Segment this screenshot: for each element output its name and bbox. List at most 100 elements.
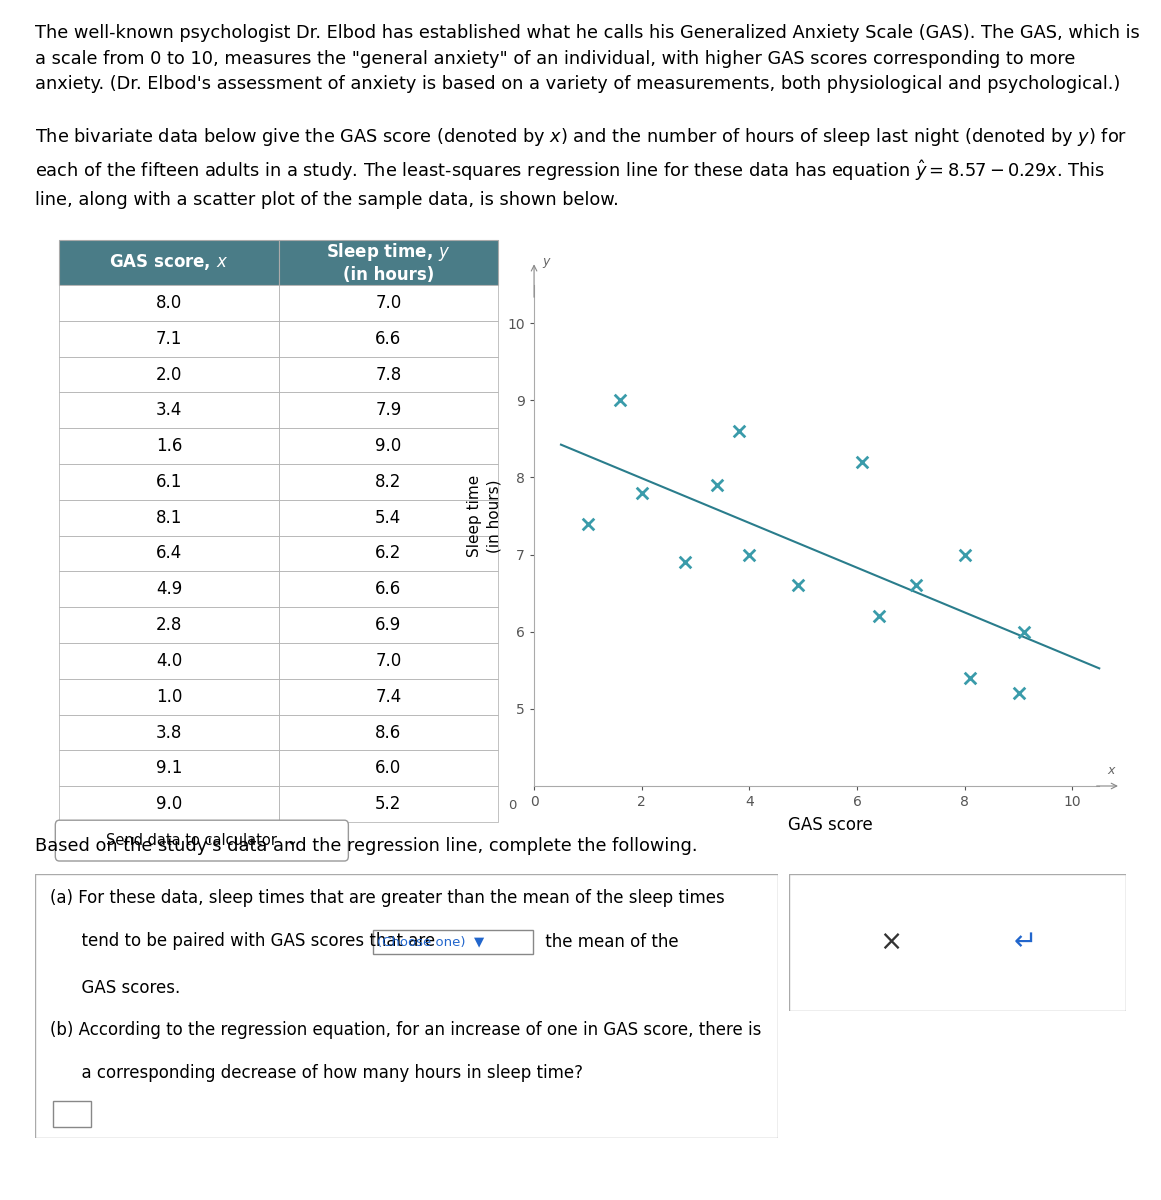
Text: 4.0: 4.0 [156,652,182,670]
Bar [59,240,279,284]
Text: 2.8: 2.8 [156,616,182,634]
Bar [59,679,279,714]
Bar [279,535,498,571]
Text: tend to be paired with GAS scores that are: tend to be paired with GAS scores that a… [50,931,435,949]
Point [740,545,758,564]
Text: 9.1: 9.1 [156,760,182,778]
Bar [59,535,279,571]
Text: 8.6: 8.6 [375,724,402,742]
Text: 7.1: 7.1 [156,330,182,348]
Text: $y$: $y$ [542,257,551,270]
Text: The bivariate data below give the GAS score (denoted by $x$) and the number of h: The bivariate data below give the GAS sc… [35,126,1127,209]
Text: 6.4: 6.4 [156,545,182,563]
Bar [59,392,279,428]
Text: 0: 0 [509,799,517,812]
Point [961,668,980,688]
Text: GAS score, $x$: GAS score, $x$ [109,252,229,272]
Bar [59,714,279,750]
Text: (a) For these data, sleep times that are greater than the mean of the sleep time: (a) For these data, sleep times that are… [50,889,724,907]
Point [1009,684,1027,703]
Text: 5.2: 5.2 [375,796,402,814]
Bar [59,607,279,643]
Bar [373,930,533,954]
Text: 8.2: 8.2 [375,473,402,491]
Point [708,475,727,494]
Bar [59,464,279,499]
Bar [59,320,279,356]
Bar [279,284,498,320]
Text: 7.4: 7.4 [375,688,402,706]
Text: 6.6: 6.6 [375,330,402,348]
Bar [59,284,279,320]
Point [956,545,974,564]
Bar [279,679,498,714]
Text: Based on the study's data and the regression line, complete the following.: Based on the study's data and the regres… [35,838,698,856]
Text: 6.9: 6.9 [375,616,402,634]
Text: 9.0: 9.0 [375,437,402,455]
Bar [59,428,279,464]
Text: 8.0: 8.0 [156,294,182,312]
Bar [279,786,498,822]
Point [676,553,694,572]
Bar [59,499,279,535]
Text: 9.0: 9.0 [156,796,182,814]
Text: 1.0: 1.0 [156,688,182,706]
Bar [279,464,498,499]
Text: 3.4: 3.4 [156,401,182,419]
Point [853,452,872,472]
Text: GAS scores.: GAS scores. [50,979,180,997]
Bar [59,643,279,679]
Point [788,576,807,595]
Text: 4.9: 4.9 [156,581,182,599]
Text: 6.6: 6.6 [375,581,402,599]
Text: 7.0: 7.0 [375,652,402,670]
Bar [279,499,498,535]
Bar [279,392,498,428]
Bar [59,571,279,607]
Y-axis label: Sleep time
(in hours): Sleep time (in hours) [467,475,502,557]
Point [907,576,925,595]
Text: ↵: ↵ [1014,929,1037,956]
Point [611,391,629,410]
Text: 7.8: 7.8 [375,366,402,384]
Text: 6.0: 6.0 [375,760,402,778]
Text: 6.1: 6.1 [156,473,182,491]
Bar [279,714,498,750]
Text: Send data to calculator  ⌄: Send data to calculator ⌄ [106,833,298,848]
Bar [279,320,498,356]
Text: (b) According to the regression equation, for an increase of one in GAS score, t: (b) According to the regression equation… [50,1021,762,1039]
Bar [279,607,498,643]
Text: The well-known psychologist Dr. Elbod has established what he calls his Generali: The well-known psychologist Dr. Elbod ha… [35,24,1140,94]
Text: 5.4: 5.4 [375,509,402,527]
Text: 7.0: 7.0 [375,294,402,312]
Bar [59,356,279,392]
Text: Sleep time, $y$
(in hours): Sleep time, $y$ (in hours) [326,241,450,284]
Text: ×: × [879,929,902,956]
Point [870,607,888,626]
Point [729,421,748,440]
X-axis label: GAS score: GAS score [788,816,872,834]
Bar [279,571,498,607]
Text: 1.6: 1.6 [156,437,182,455]
Text: 6.2: 6.2 [375,545,402,563]
Bar [59,750,279,786]
Point [633,484,651,503]
Point [578,514,597,533]
Bar [279,643,498,679]
Text: 2.0: 2.0 [156,366,182,384]
Point [1015,622,1033,641]
Text: $x$: $x$ [1108,764,1117,778]
Text: 3.8: 3.8 [156,724,182,742]
Text: 8.1: 8.1 [156,509,182,527]
FancyBboxPatch shape [56,821,348,862]
Text: (Choose one)  ▼: (Choose one) ▼ [376,936,484,949]
Bar [53,1100,91,1127]
Bar [279,750,498,786]
Text: a corresponding decrease of how many hours in sleep time?: a corresponding decrease of how many hou… [50,1063,583,1081]
Text: 7.9: 7.9 [375,401,402,419]
Bar [279,428,498,464]
Bar [279,356,498,392]
Bar [279,240,498,284]
Bar [59,786,279,822]
Text: the mean of the: the mean of the [540,934,679,952]
